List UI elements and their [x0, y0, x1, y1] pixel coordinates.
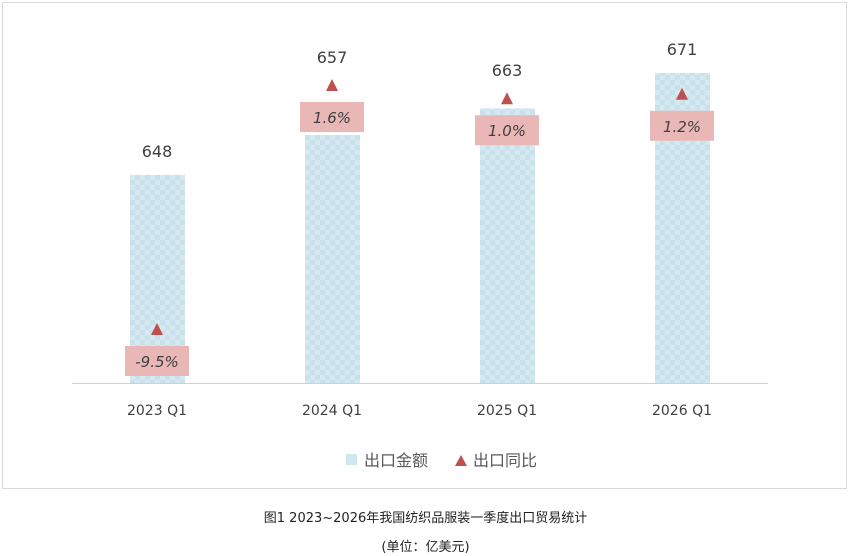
- legend-bar-swatch: [346, 454, 357, 465]
- x-tick-label: 2025 Q1: [477, 403, 537, 419]
- chart-frame: [2, 2, 847, 489]
- figure-caption: 图1 2023~2026年我国纺织品服装一季度出口贸易统计: [263, 511, 588, 526]
- yoy-label-box: [300, 102, 364, 132]
- yoy-marker: [676, 87, 688, 100]
- figure-unit: (单位：亿美元): [381, 540, 470, 555]
- yoy-label-box: [650, 110, 714, 141]
- yoy-marker: [151, 323, 163, 335]
- yoy-label: 1.6%: [313, 109, 351, 127]
- bar-value-label: 663: [492, 61, 523, 80]
- legend: 出口金额 出口同比: [346, 451, 537, 470]
- bar: [305, 135, 360, 383]
- legend-triangle-icon: [455, 455, 467, 466]
- yoy-label: 1.0%: [488, 122, 526, 140]
- x-tick-label: 2026 Q1: [652, 403, 712, 419]
- bar: [480, 108, 535, 383]
- yoy-label-box: [475, 115, 539, 146]
- chart: 648 2023 Q1 -9.5% 657 2024 Q1 1.6% 663 2025 Q1 1…: [72, 40, 768, 470]
- yoy-label: -9.5%: [135, 353, 179, 371]
- x-tick-label: 2023 Q1: [127, 403, 187, 419]
- yoy-marker: [326, 79, 338, 91]
- x-tick-label: 2024 Q1: [302, 403, 362, 419]
- bar-value-label: 657: [317, 48, 348, 67]
- yoy-label: 1.2%: [663, 118, 701, 136]
- bar-value-label: 671: [667, 40, 698, 59]
- yoy-label-box: [125, 346, 189, 376]
- legend-label-export-amount: 出口金额: [364, 451, 428, 470]
- bar-value-label: 648: [142, 142, 173, 161]
- legend-label-yoy: 出口同比: [473, 451, 537, 470]
- yoy-marker: [501, 92, 513, 105]
